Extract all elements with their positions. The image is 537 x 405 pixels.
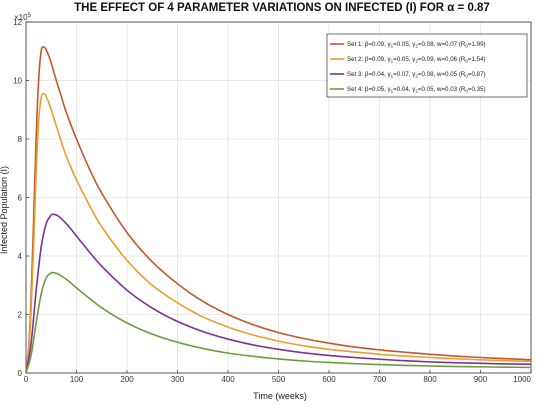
- y-axis-label: Infected Population (I): [0, 166, 9, 254]
- legend: Set 1: β=0.09, γ1=0.05, γ2=0.08, w=0.07 …: [326, 33, 528, 98]
- y-axis-exponent: ×105: [14, 13, 32, 22]
- y-tick-label: 6: [18, 194, 23, 203]
- legend-entry: Set 3: β=0.04, γ1=0.07, γ2=0.08, w=0.05 …: [347, 71, 486, 79]
- x-tick-label: 300: [171, 375, 185, 384]
- chart-title: THE EFFECT OF 4 PARAMETER VARIATIONS ON …: [74, 2, 490, 14]
- x-tick-label: 1000: [513, 375, 531, 384]
- y-axis-ticks: 0 2 4 6 8 10 12: [13, 18, 29, 378]
- x-tick-label: 700: [373, 375, 387, 384]
- series-line-set-4: [25, 271, 532, 374]
- y-tick-label: 8: [18, 135, 23, 144]
- y-tick-label: 4: [18, 252, 23, 261]
- series-line-set-3: [25, 213, 532, 374]
- y-tick-label: 12: [13, 18, 22, 27]
- x-tick-label: 500: [272, 375, 286, 384]
- series-lines: [25, 46, 532, 374]
- x-tick-label: 400: [221, 375, 235, 384]
- legend-entry: Set 4: β=0.05, γ1=0.04, γ2=0.05, w=0.03 …: [347, 86, 486, 94]
- x-tick-label: 200: [120, 375, 134, 384]
- legend-entry: Set 1: β=0.09, γ1=0.05, γ2=0.08, w=0.07 …: [347, 41, 486, 49]
- series-line-set-2: [25, 92, 532, 374]
- x-tick-label: 900: [474, 375, 488, 384]
- x-axis-label: Time (weeks): [253, 391, 307, 401]
- x-tick-label: 0: [24, 375, 29, 384]
- series-line-set-1: [25, 46, 532, 374]
- y-tick-label: 2: [18, 311, 23, 320]
- legend-entry: Set 2: β=0.09, γ1=0.05, γ2=0.09, w=0.06 …: [347, 56, 486, 64]
- x-tick-label: 600: [322, 375, 336, 384]
- x-tick-label: 800: [423, 375, 437, 384]
- y-tick-label: 10: [13, 77, 22, 86]
- y-tick-label: 0: [18, 369, 23, 378]
- x-tick-label: 100: [70, 375, 84, 384]
- legend-box: [326, 33, 528, 98]
